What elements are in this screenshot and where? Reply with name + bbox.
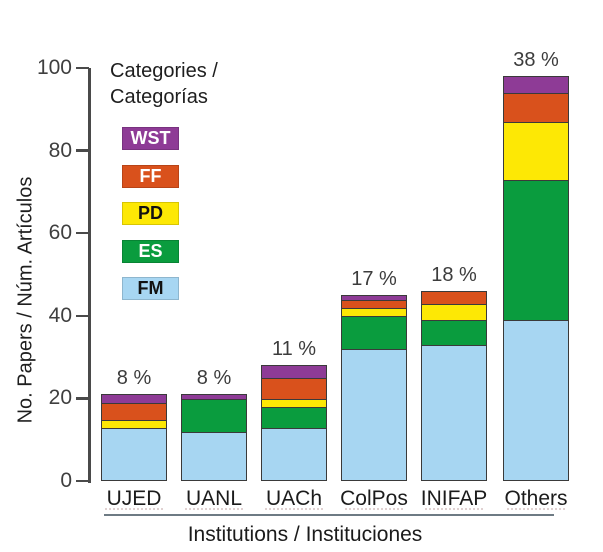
bar-segment-UJED-FM [101, 427, 167, 481]
x-label-ghost-underline-ColPos [345, 508, 403, 510]
x-axis-title: Institutions / Instituciones [187, 523, 423, 546]
y-tick-label-100: 100 [36, 56, 72, 79]
legend-chip-FF: FF [122, 164, 179, 188]
bar-percent-label-UACh: 11 % [271, 338, 317, 361]
bar-segment-UANL-ES [181, 398, 247, 433]
x-label-ghost-underline-UANL [185, 508, 243, 510]
bar-percent-label-Others: 38 % [513, 49, 559, 72]
y-tick-label-40: 40 [48, 303, 72, 327]
bar-segment-Others-WST [503, 76, 569, 95]
x-axis-separator-line [104, 514, 554, 516]
x-tick-label-UANL: UANL [185, 487, 243, 510]
legend-title-line2: Categorías [110, 86, 208, 108]
bar-segment-INIFAP-PD [421, 303, 487, 322]
y-tick-label-60: 60 [48, 221, 72, 245]
y-tick-mark-100 [76, 66, 89, 70]
y-tick-mark-60 [76, 231, 89, 235]
x-label-ghost-underline-Others [507, 508, 565, 510]
legend-title-line1: Categories / [110, 60, 218, 82]
bar-percent-label-ColPos: 17 % [351, 268, 397, 291]
y-tick-mark-20 [76, 397, 89, 400]
legend-chip-FM: FM [122, 277, 179, 300]
bar-segment-Others-FM [503, 319, 569, 481]
bar-segment-INIFAP-ES [421, 319, 487, 347]
bar-segment-UANL-WST [181, 394, 247, 400]
x-tick-label-UJED: UJED [106, 487, 162, 510]
x-tick-label-INIFAP: INIFAP [420, 487, 488, 510]
x-label-ghost-underline-UACh [265, 508, 323, 510]
bar-segment-ColPos-FM [341, 348, 407, 481]
y-tick-mark-0 [76, 479, 89, 483]
x-label-ghost-underline-INIFAP [425, 508, 483, 510]
x-label-ghost-underline-UJED [105, 508, 163, 510]
y-tick-label-80: 80 [48, 138, 72, 162]
bar-segment-ColPos-WST [341, 295, 407, 301]
bar-segment-UACh-FF [261, 377, 327, 400]
bar-segment-UACh-WST [261, 365, 327, 380]
bar-segment-UACh-FM [261, 427, 327, 481]
bar-segment-UJED-FF [101, 402, 167, 421]
bar-segment-Others-PD [503, 121, 569, 181]
bar-segment-INIFAP-FM [421, 344, 487, 481]
y-axis-line [88, 68, 91, 483]
bar-segment-INIFAP-FF [421, 291, 487, 305]
y-tick-label-20: 20 [48, 386, 72, 410]
bar-segment-UJED-WST [101, 394, 167, 405]
bar-percent-label-UJED: 8 % [116, 367, 152, 390]
x-tick-label-ColPos: ColPos [340, 487, 408, 510]
legend-chip-WST: WST [122, 127, 179, 150]
bar-percent-label-INIFAP: 18 % [431, 264, 477, 287]
bar-segment-UANL-FM [181, 431, 247, 481]
y-tick-mark-80 [76, 149, 89, 152]
legend-title: Categories / Categorías [110, 58, 218, 110]
bar-percent-label-UANL: 8 % [196, 367, 232, 390]
legend-chip-ES: ES [122, 239, 179, 263]
bar-segment-Others-ES [503, 179, 569, 322]
y-tick-mark-40 [76, 314, 89, 318]
bar-segment-ColPos-ES [341, 315, 407, 351]
x-tick-label-Others: Others [504, 487, 568, 510]
legend-chip-PD: PD [122, 202, 179, 225]
x-tick-label-UACh: UACh [265, 487, 323, 510]
y-tick-label-0: 0 [60, 469, 72, 492]
bar-segment-Others-FF [503, 92, 569, 124]
bar-segment-UACh-ES [261, 406, 327, 429]
